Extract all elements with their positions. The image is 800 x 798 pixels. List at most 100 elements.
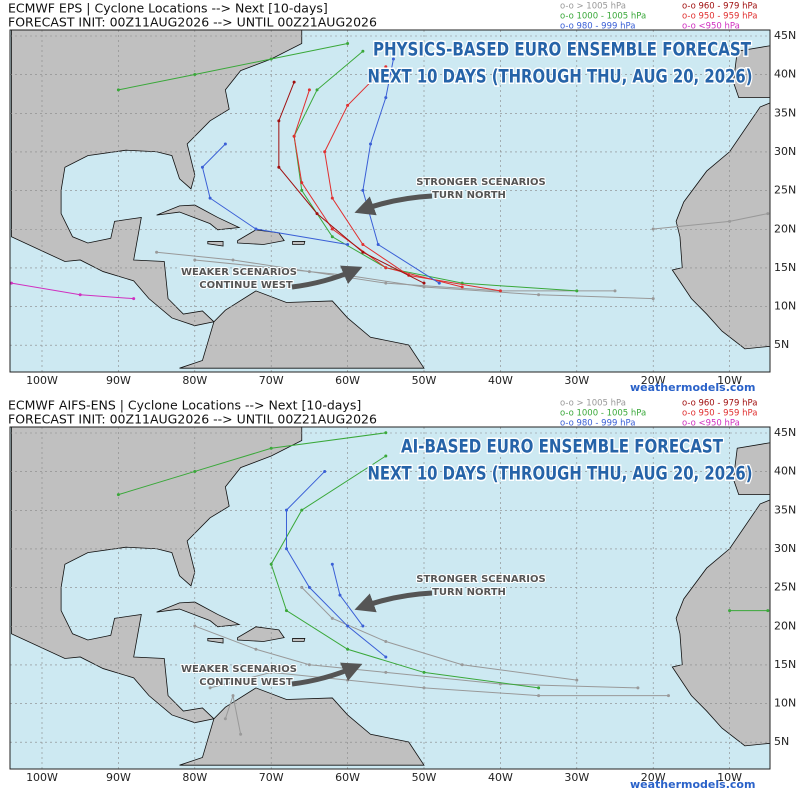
annotation-arrow	[291, 662, 363, 687]
lon-label: 40W	[488, 771, 513, 784]
track-point	[277, 119, 281, 123]
lat-label: 5N	[774, 338, 789, 351]
lon-label: 60W	[335, 374, 360, 387]
track-point	[346, 624, 350, 628]
land	[671, 102, 770, 350]
storm-track	[285, 471, 387, 658]
legend-entry: o-o 980 - 999 hPa	[560, 22, 635, 32]
lon-label: 50W	[412, 771, 437, 784]
land	[11, 427, 303, 724]
land	[237, 626, 285, 642]
track-point	[269, 446, 273, 450]
legend-entry: o-o 960 - 979 hPa	[682, 2, 757, 12]
track-point	[361, 49, 365, 53]
lon-label: 20W	[641, 771, 666, 784]
track-point	[239, 732, 243, 736]
lon-label: 70W	[259, 374, 284, 387]
lat-label: 30N	[774, 542, 796, 555]
legend-entry: o-o > 1005 hPa	[560, 399, 626, 409]
track-point	[537, 694, 541, 698]
lat-label: 5N	[774, 735, 789, 748]
track-point	[155, 250, 159, 254]
lat-label: 15N	[774, 658, 796, 671]
legend-entry: o-o > 1005 hPa	[560, 2, 626, 12]
lon-label: 30W	[564, 374, 589, 387]
track-point	[300, 188, 304, 192]
track-point	[384, 655, 388, 659]
land	[292, 241, 306, 245]
track-point	[284, 609, 288, 613]
track-point	[422, 281, 426, 285]
map-area	[10, 30, 770, 372]
track-point	[330, 616, 334, 620]
track-point	[422, 670, 426, 674]
track-point	[116, 493, 120, 497]
lon-label: 10W	[717, 374, 742, 387]
track-point	[231, 258, 235, 262]
track-point	[728, 219, 732, 223]
track-point	[315, 212, 319, 216]
header-line: FORECAST INIT: 00Z11AUG2026 --> UNTIL 00…	[8, 412, 377, 427]
watermark: weathermodels.com	[630, 381, 755, 394]
track-point	[300, 508, 304, 512]
lat-label: 35N	[774, 503, 796, 516]
track-point	[323, 150, 327, 154]
track-point	[361, 624, 365, 628]
track-point	[323, 469, 327, 473]
track-point	[330, 196, 334, 200]
track-point	[300, 585, 304, 589]
lat-label: 45N	[774, 426, 796, 439]
track-point	[636, 686, 640, 690]
track-point	[223, 717, 227, 721]
track-point	[277, 165, 281, 169]
land	[207, 241, 224, 247]
track-point	[292, 134, 296, 138]
track-point	[284, 547, 288, 551]
legend-entry: o-o 980 - 999 hPa	[560, 419, 635, 429]
lon-label: 100W	[26, 771, 58, 784]
lon-label: 90W	[106, 771, 131, 784]
track-point	[460, 285, 464, 289]
legend-entry: o-o 950 - 959 hPa	[682, 409, 757, 419]
track-point	[307, 88, 311, 92]
track-point	[376, 243, 380, 247]
annotation: STRONGER SCENARIOS	[416, 574, 545, 585]
track-point	[384, 670, 388, 674]
forecast-title: PHYSICS-BASED EURO ENSEMBLE FORECAST	[373, 39, 751, 61]
track-point	[384, 65, 388, 69]
track-point	[330, 235, 334, 239]
track-point	[193, 258, 197, 262]
map-frame	[9, 426, 771, 770]
track-point	[300, 181, 304, 185]
forecast-title: NEXT 10 DAYS (THROUGH THU, AUG 20, 2026)	[368, 463, 753, 485]
land	[179, 687, 425, 766]
legend-entry: o-o 1000 - 1005 hPa	[560, 12, 646, 22]
lon-label: 80W	[182, 771, 207, 784]
lat-label: 10N	[774, 300, 796, 313]
lat-label: 45N	[774, 29, 796, 42]
land	[733, 45, 770, 99]
track-point	[307, 270, 311, 274]
lon-label: 90W	[106, 374, 131, 387]
annotation: CONTINUE WEST	[199, 280, 293, 291]
lon-label: 30W	[564, 771, 589, 784]
annotation: TURN NORTH	[432, 190, 506, 201]
track-point	[284, 508, 288, 512]
track-point	[575, 289, 579, 293]
lon-label: 50W	[412, 374, 437, 387]
map-panel: ECMWF AIFS-ENS | Cyclone Locations --> N…	[8, 398, 796, 792]
annotation-arrow	[354, 193, 433, 216]
track-point	[766, 609, 770, 613]
track-point	[460, 663, 464, 667]
land	[207, 638, 224, 644]
track-point	[346, 647, 350, 651]
track-point	[193, 469, 197, 473]
track-point	[193, 624, 197, 628]
track-point	[437, 281, 441, 285]
track-point	[330, 562, 334, 566]
track-point	[384, 431, 388, 435]
lon-label: 80W	[182, 374, 207, 387]
land	[292, 638, 306, 642]
track-point	[269, 266, 273, 270]
